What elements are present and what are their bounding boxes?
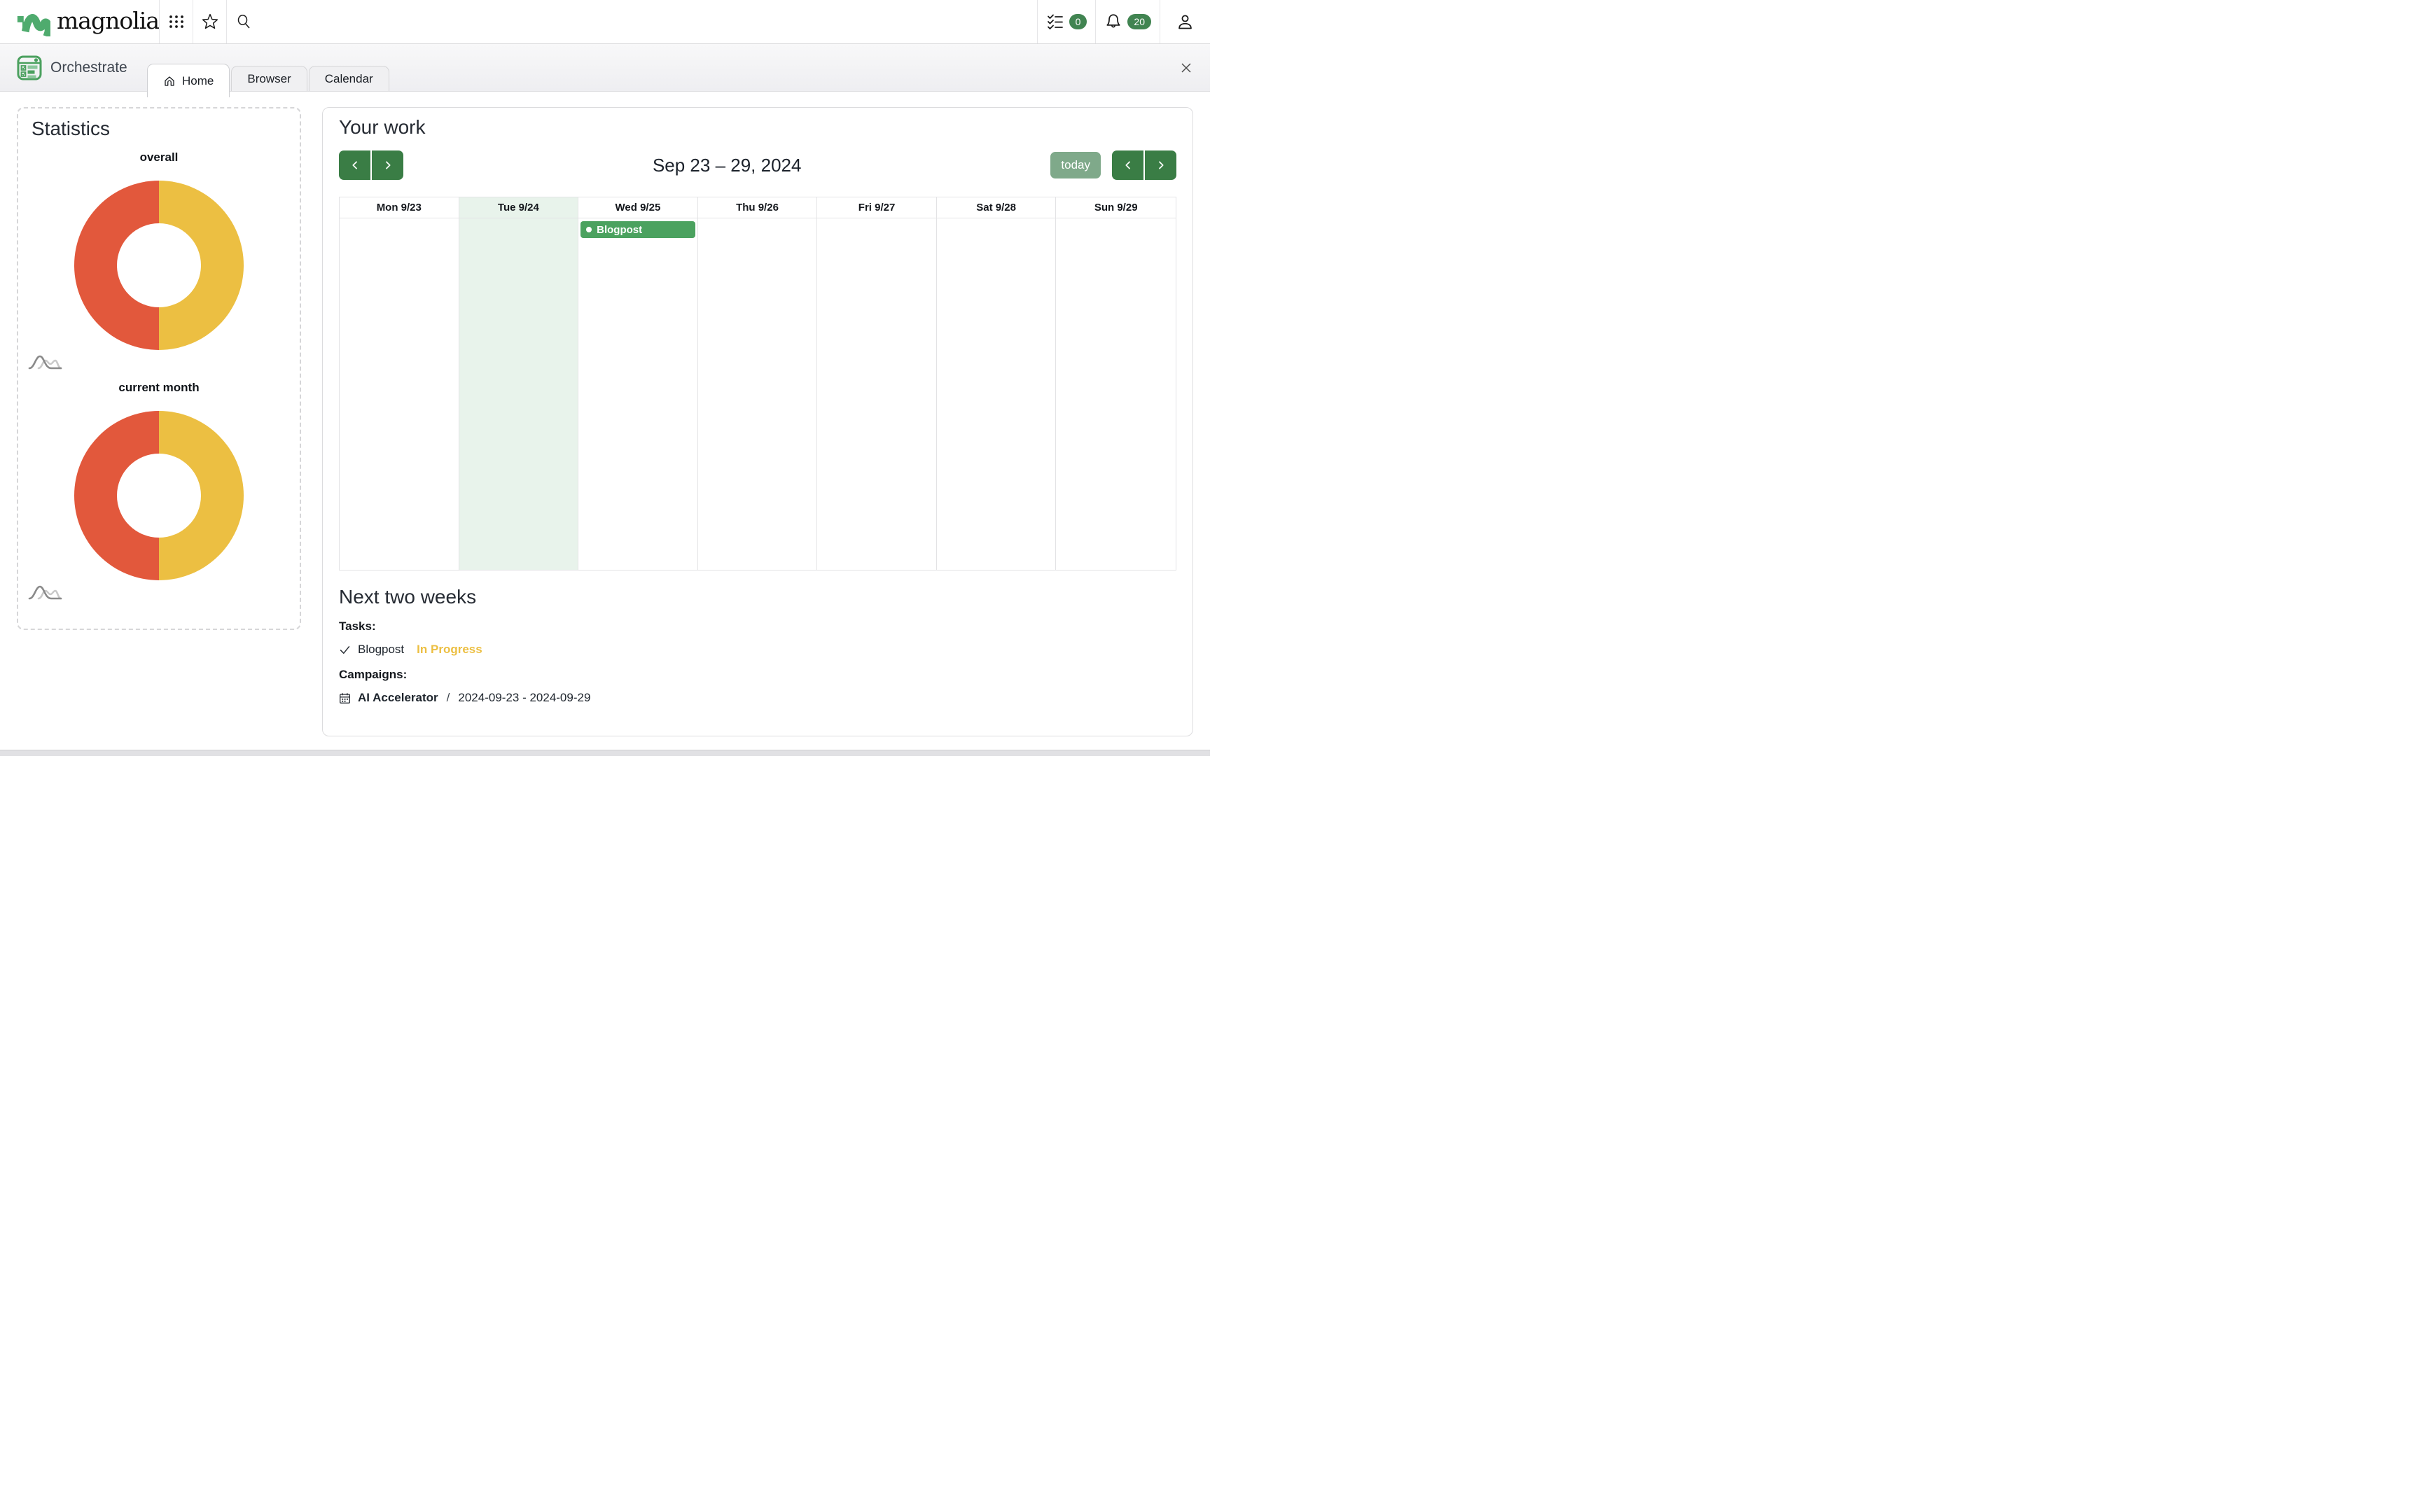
sparkline-wave-icon xyxy=(28,585,62,600)
your-work-title: Your work xyxy=(339,116,426,138)
checkmark-icon xyxy=(340,645,350,654)
app-bar: Orchestrate Home Browser Calendar xyxy=(0,44,1210,97)
apps-grid-button[interactable] xyxy=(159,0,193,43)
screen: magnolia xyxy=(0,0,1210,756)
calendar-icon xyxy=(340,692,350,704)
next-week-button[interactable] xyxy=(372,150,403,180)
orchestrate-app-icon xyxy=(17,55,42,80)
chart-title-current-month: current month xyxy=(118,381,200,394)
tab-browser[interactable]: Browser xyxy=(231,66,307,91)
calendar-day-header: Wed 9/25 xyxy=(578,197,698,218)
magnolia-logo-mark-icon xyxy=(17,14,50,36)
donut-chart-current-month xyxy=(74,411,244,580)
campaign-name: AI Accelerator xyxy=(358,691,438,704)
campaign-separator: / xyxy=(446,691,450,704)
top-bar: magnolia xyxy=(0,0,1210,44)
app-tabs: Home Browser Calendar xyxy=(147,64,389,97)
chevron-right-icon xyxy=(385,161,391,169)
topbar-spacer xyxy=(260,0,1037,43)
close-icon xyxy=(1181,63,1191,73)
app-identity: Orchestrate xyxy=(17,55,127,80)
search-icon xyxy=(237,14,250,29)
tasks-checklist-icon xyxy=(1047,14,1063,30)
person-icon xyxy=(1178,14,1192,29)
calendar-day-cell[interactable] xyxy=(698,218,818,570)
campaign-row[interactable]: AI Accelerator / 2024-09-23 - 2024-09-29 xyxy=(339,691,1176,705)
calendar-day-header: Sun 9/29 xyxy=(1056,197,1176,218)
chevron-right-icon xyxy=(1158,161,1164,169)
task-row[interactable]: Blogpost In Progress xyxy=(339,643,1176,657)
event-dot-icon xyxy=(586,227,592,232)
bottom-strip xyxy=(0,750,1210,756)
search-button[interactable] xyxy=(226,0,260,43)
week-nav-left xyxy=(339,150,403,180)
statistics-panel: Statistics overall current month xyxy=(17,107,301,630)
chevron-left-icon xyxy=(352,161,357,169)
tab-home[interactable]: Home xyxy=(147,64,230,97)
calendar-day-cell[interactable]: Blogpost xyxy=(578,218,698,570)
tab-calendar-label: Calendar xyxy=(324,71,373,85)
donut-hole xyxy=(117,223,201,307)
calendar-day-cell[interactable] xyxy=(459,218,579,570)
chart-title-overall: overall xyxy=(139,150,179,164)
event-label: Blogpost xyxy=(597,223,643,236)
task-status-badge: In Progress xyxy=(417,643,482,656)
calendar-day-header: Thu 9/26 xyxy=(697,197,818,218)
tab-calendar[interactable]: Calendar xyxy=(308,66,389,91)
calendar-day-cell[interactable] xyxy=(1056,218,1176,570)
calendar-day-cell[interactable] xyxy=(340,218,459,570)
week-range-title: Sep 23 – 29, 2024 xyxy=(652,154,802,176)
task-name: Blogpost xyxy=(358,643,405,656)
donut-hole xyxy=(117,454,201,538)
tasks-count-badge: 0 xyxy=(1069,14,1087,29)
week-nav-right xyxy=(1112,150,1176,180)
favorites-button[interactable] xyxy=(193,0,226,43)
calendar-day-header: Mon 9/23 xyxy=(340,197,459,218)
week-calendar: Mon 9/23 Tue 9/24 Wed 9/25 Thu 9/26 Fri 9/27… xyxy=(339,197,1176,570)
calendar-day-header: Sat 9/28 xyxy=(936,197,1057,218)
notifications-button[interactable]: 20 xyxy=(1095,0,1160,43)
campaigns-label: Campaigns: xyxy=(339,668,408,681)
chevron-left-icon xyxy=(1125,161,1130,169)
tasks-button[interactable]: 0 xyxy=(1036,0,1096,43)
donut-chart-overall xyxy=(74,181,244,350)
notifications-count-badge: 20 xyxy=(1127,14,1151,29)
calendar-day-cell[interactable] xyxy=(937,218,1057,570)
calendar-event[interactable]: Blogpost xyxy=(580,221,695,238)
campaign-dates: 2024-09-23 - 2024-09-29 xyxy=(458,691,591,704)
user-button[interactable] xyxy=(1160,0,1210,43)
magnolia-logo-text: magnolia xyxy=(57,7,160,34)
star-icon xyxy=(202,13,218,29)
calendar-toolbar: Sep 23 – 29, 2024 today xyxy=(339,150,1176,180)
statistics-title: Statistics xyxy=(32,118,111,139)
sparkline-wave-icon xyxy=(28,355,62,370)
apps-grid-icon xyxy=(169,15,183,28)
magnolia-logo[interactable]: magnolia xyxy=(0,0,160,43)
bell-icon xyxy=(1106,14,1120,28)
next-two-weeks-title: Next two weeks xyxy=(339,586,477,608)
home-icon xyxy=(165,76,174,86)
calendar-day-header: Tue 9/24 xyxy=(459,197,579,218)
prev-week-button-right[interactable] xyxy=(1112,150,1143,180)
your-work-panel: Your work Sep 23 – 29, 2024 today xyxy=(322,107,1193,736)
tab-browser-label: Browser xyxy=(247,71,291,85)
prev-week-button[interactable] xyxy=(339,150,370,180)
calendar-day-header: Fri 9/27 xyxy=(817,197,937,218)
tab-home-label: Home xyxy=(182,74,214,88)
close-app-button[interactable] xyxy=(1178,59,1195,78)
next-week-button-right[interactable] xyxy=(1145,150,1176,180)
today-button[interactable]: today xyxy=(1050,152,1101,178)
app-name: Orchestrate xyxy=(50,59,127,76)
tasks-label: Tasks: xyxy=(339,620,376,633)
calendar-day-cell[interactable] xyxy=(817,218,937,570)
